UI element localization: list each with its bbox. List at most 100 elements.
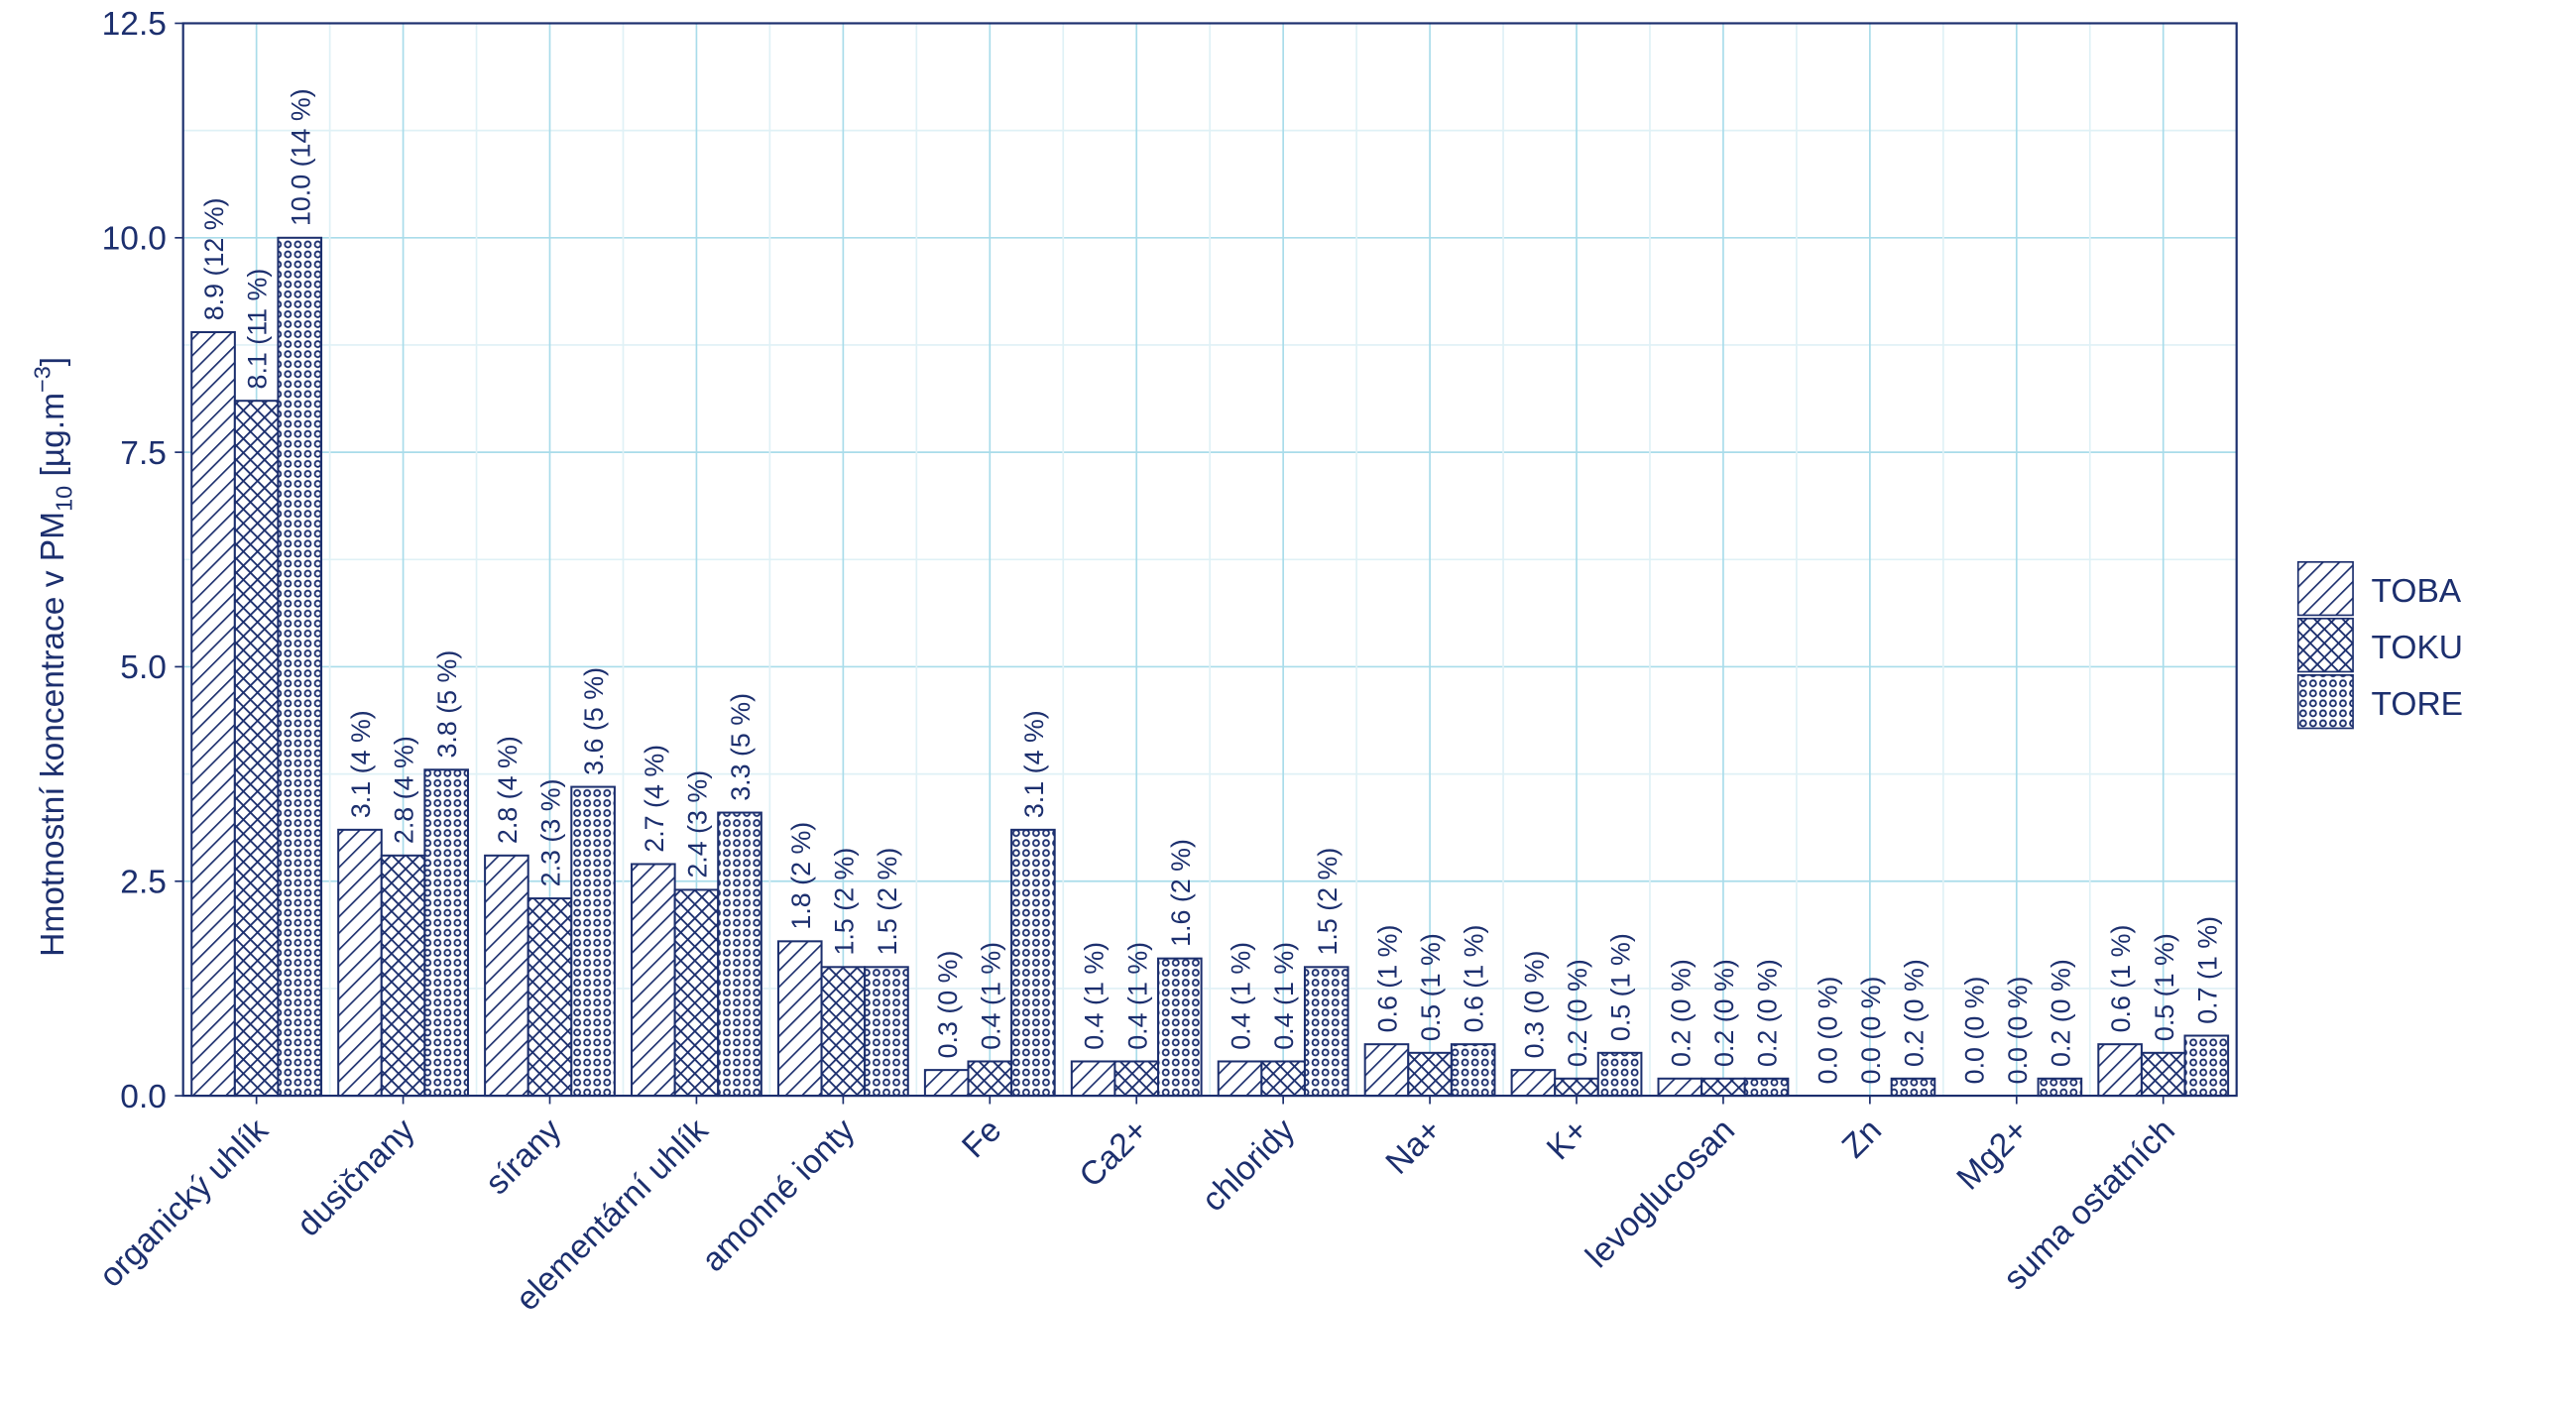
bar (2097, 1043, 2143, 1098)
value-label: 0.6 (1 %) (2106, 925, 2136, 1033)
legend-label: TOKU (2372, 630, 2464, 666)
value-label: 2.7 (4 %) (640, 745, 669, 853)
value-label: 0.0 (0 %) (2003, 976, 2033, 1084)
bar (1890, 1077, 1936, 1098)
y-tick-label: 2.5 (120, 865, 167, 901)
bar (1510, 1069, 1557, 1098)
value-label: 0.5 (1 %) (1416, 933, 1446, 1041)
value-label: 1.5 (2 %) (1313, 848, 1343, 956)
value-label: 8.1 (11 %) (243, 269, 273, 390)
bar (717, 811, 762, 1098)
bar (1070, 1060, 1116, 1098)
bar (1596, 1051, 1643, 1098)
bar (190, 330, 236, 1098)
bar (2140, 1051, 2186, 1098)
y-label-part: ] (35, 357, 71, 366)
bar (1407, 1051, 1453, 1098)
bar (380, 854, 426, 1098)
value-label: 0.6 (1 %) (1373, 925, 1403, 1033)
x-tick-label: K+ (1540, 1112, 1595, 1167)
x-tick-label: Mg2+ (1950, 1112, 2036, 1197)
value-label: 0.7 (1 %) (2192, 916, 2222, 1024)
bar (776, 940, 823, 1098)
x-tick-label: levoglucosan (1579, 1112, 1742, 1275)
legend-swatch (2296, 560, 2354, 617)
value-label: 0.4 (1 %) (1122, 942, 1152, 1050)
y-label-part: Hmotnostní koncentrace v PM (35, 512, 71, 957)
value-label: 3.6 (5 %) (579, 667, 609, 775)
value-label: 0.2 (0 %) (1563, 959, 1592, 1067)
y-tick-label: 0.0 (120, 1079, 167, 1115)
value-label: 0.4 (1 %) (1080, 942, 1110, 1050)
value-label: 0.2 (0 %) (1900, 959, 1930, 1067)
y-tick-label: 10.0 (102, 221, 167, 258)
y-label-part: [µg.m (35, 393, 71, 486)
bar (673, 888, 720, 1098)
x-tick-label: dusičnany (291, 1112, 422, 1243)
bar (423, 768, 469, 1098)
value-label: 1.5 (2 %) (829, 848, 859, 956)
value-label: 0.4 (1 %) (976, 942, 1005, 1050)
bar (2183, 1034, 2230, 1098)
bar (1700, 1077, 1746, 1098)
x-tick-label: chloridy (1195, 1112, 1302, 1219)
value-label: 0.4 (1 %) (1269, 942, 1299, 1050)
value-label: 3.1 (4 %) (1019, 710, 1049, 818)
value-label: 3.8 (5 %) (432, 650, 462, 759)
value-label: 0.2 (0 %) (1753, 959, 1783, 1067)
bar (1554, 1077, 1599, 1098)
x-tick-label: sírany (479, 1112, 569, 1202)
bar (2037, 1077, 2083, 1098)
value-label: 0.5 (1 %) (1606, 933, 1636, 1041)
bar (233, 400, 280, 1098)
legend-label: TORE (2372, 686, 2464, 723)
value-label: 0.2 (0 %) (2046, 959, 2075, 1067)
x-tick-label: Na+ (1379, 1112, 1449, 1181)
value-label: 0.2 (0 %) (1709, 959, 1739, 1067)
bar (1363, 1043, 1410, 1098)
value-label: 3.3 (5 %) (726, 693, 756, 801)
x-tick-label: Ca2+ (1073, 1112, 1155, 1194)
value-label: 8.9 (12 %) (199, 197, 229, 320)
value-label: 1.8 (2 %) (786, 822, 816, 930)
value-label: 0.5 (1 %) (2150, 933, 2179, 1041)
value-label: 1.5 (2 %) (873, 848, 902, 956)
plot-frame (181, 22, 2238, 1098)
y-tick-label: 5.0 (120, 649, 167, 686)
value-label: 0.3 (0 %) (1519, 951, 1549, 1059)
bar (1113, 1060, 1160, 1098)
y-label-sup: −3 (30, 366, 56, 393)
legend-swatch (2296, 617, 2354, 673)
y-label-sub: 10 (51, 486, 76, 512)
y-tick-label: 7.5 (120, 435, 167, 472)
bar (820, 966, 867, 1098)
value-label: 2.8 (4 %) (493, 736, 523, 844)
value-label: 3.1 (4 %) (346, 710, 376, 818)
value-label: 2.4 (3 %) (682, 770, 712, 878)
value-label: 0.0 (0 %) (1959, 976, 1989, 1084)
bar (1260, 1060, 1306, 1098)
x-tick-label: Fe (956, 1112, 1009, 1165)
value-label: 0.6 (1 %) (1460, 925, 1489, 1033)
bar (1657, 1077, 1703, 1098)
bar (570, 785, 616, 1098)
bar (1010, 828, 1056, 1098)
bar (1450, 1043, 1496, 1098)
value-label: 0.2 (0 %) (1666, 959, 1696, 1067)
bar (1217, 1060, 1263, 1098)
legend-label: TOBA (2372, 573, 2462, 610)
value-label: 0.4 (1 %) (1227, 942, 1256, 1050)
bar (277, 236, 323, 1098)
x-tick-label: Zn (1835, 1112, 1889, 1165)
bar (1303, 966, 1349, 1098)
legend-swatch (2296, 673, 2354, 730)
value-label: 2.3 (3 %) (536, 778, 566, 886)
bar (923, 1069, 970, 1098)
y-tick-label: 12.5 (102, 6, 167, 43)
bar (484, 854, 529, 1098)
bar (1743, 1077, 1790, 1098)
x-tick-label: amonné ionty (695, 1112, 863, 1279)
bar (337, 828, 383, 1098)
